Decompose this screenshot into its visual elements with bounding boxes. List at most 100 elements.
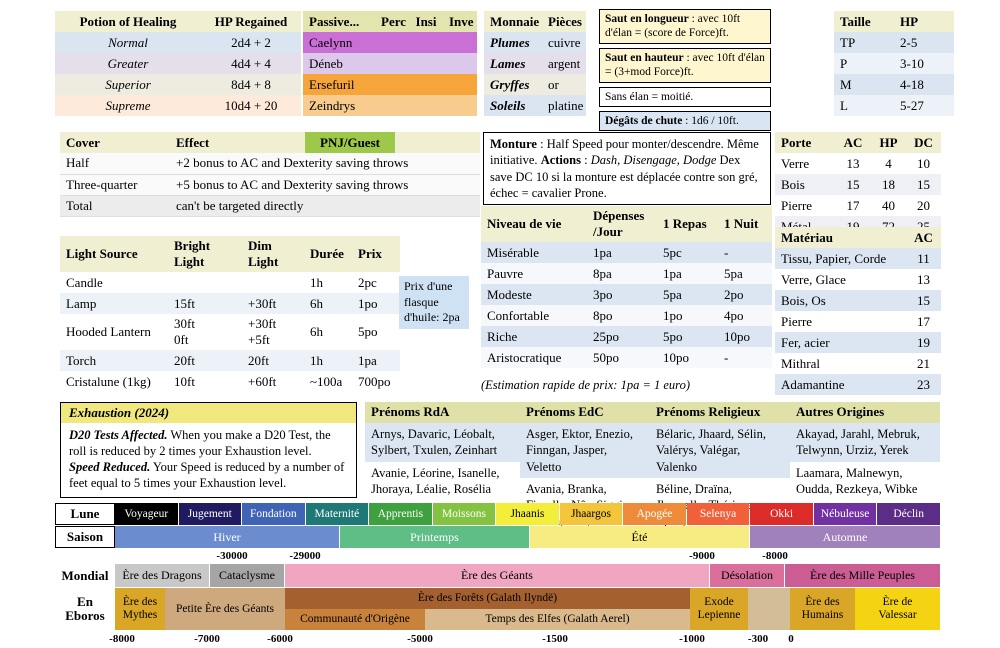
table-row: Déneb: [303, 53, 477, 74]
table-row: Greater 4d4 + 4: [55, 53, 301, 74]
eboros-era-cell: Temps des Elfes (Galath Aerel): [425, 609, 690, 630]
row-label: Pierre: [781, 313, 813, 329]
table-row: Tissu, Papier, Corde 11: [775, 248, 941, 269]
column-header: AC: [835, 132, 871, 153]
names-row: Asger, Ektor, Enezio, Finngan, Jasper, V…: [520, 423, 650, 478]
row-label: Pauvre: [487, 265, 524, 281]
mount-title: Monture: [490, 137, 537, 151]
cell: 10po: [663, 349, 689, 365]
empty-stat-cell: [443, 95, 477, 116]
cell: +30ft: [248, 295, 277, 311]
season-cell: Automne: [750, 526, 940, 548]
cell: 13: [917, 271, 930, 287]
empty-stat-cell: [375, 74, 409, 95]
cell: 5po: [663, 328, 683, 344]
column-header: Inve: [443, 11, 477, 32]
currency-table: Monnaie Pièces Plumes cuivre Lames argen…: [484, 11, 586, 116]
column-header: Dim Light: [242, 236, 304, 272]
moon-cell: Déclin: [877, 503, 940, 525]
row-label: Verre, Glace: [781, 271, 846, 287]
table-header-row: Matériau AC: [775, 227, 941, 248]
table-row: Ersefuril: [303, 74, 477, 95]
moon-cell: Moissons: [432, 503, 496, 525]
table-row: Modeste 3po 5pa 2po: [481, 284, 772, 305]
cell: cuivre: [548, 34, 581, 50]
season-row-label: Saison: [55, 526, 115, 548]
moon-row-label: Lune: [55, 503, 115, 525]
row-label: Aristocratique: [487, 349, 562, 365]
table-header-row: Cover Effect PNJ/Guest: [60, 132, 480, 153]
eboros-era-gap-cell: [748, 588, 790, 630]
timeline-scale-top: -30000 -29000 -9000 -8000: [55, 550, 940, 563]
cell: 4po: [724, 307, 744, 323]
exhaustion-title: Exhaustion (2024): [61, 403, 356, 423]
lifestyle-table: Niveau de vie Dépenses /Jour 1 Repas 1 N…: [481, 206, 772, 368]
door-table: Porte AC HP DC Verre 13 4 10 Bois 15 18 …: [775, 132, 941, 237]
price-estimate-footnote: (Estimation rapide de prix: 1pa = 1 euro…: [481, 378, 772, 393]
moon-cell: Selenya: [686, 503, 750, 525]
eboros-era-cell: Ère des Mythes: [115, 588, 165, 630]
table-row: Plumes cuivre: [484, 32, 586, 53]
eboros-era-cells: Ère des Mythes Petite Ère des Géants Ère…: [115, 588, 940, 630]
cell: 3-10: [900, 55, 924, 71]
row-label: Mithral: [781, 355, 820, 371]
moon-cell: Jhaanis: [496, 503, 559, 525]
table-row: Pauvre 8pa 1pa 5pa: [481, 263, 772, 284]
cell: 1pa: [593, 244, 612, 260]
table-header-row: Taille HP: [834, 11, 954, 32]
long-jump-title: Saut en longueur: [605, 13, 689, 25]
exhaustion-rule-d20: D20 Tests Affected. When you make a D20 …: [69, 427, 348, 459]
table-row: Zeindrys: [303, 95, 477, 116]
high-jump-note: Saut en hauteur : avec 10ft d'élan = (3+…: [599, 47, 771, 83]
cell: 8d4 + 8: [231, 76, 271, 92]
exhaustion-rule-speed-title: Speed Reduced.: [69, 460, 151, 474]
row-label: Verre: [781, 155, 810, 171]
world-era-cell: Ère des Dragons: [115, 564, 210, 587]
row-label: M: [840, 76, 852, 92]
names-table-autres: Autres Origines Akayad, Jarahl, Mebruk, …: [790, 402, 940, 500]
cell: 10po: [724, 328, 750, 344]
cell: 5-27: [900, 97, 924, 113]
cell: 4: [885, 155, 892, 171]
column-header: 1 Repas: [657, 206, 718, 242]
row-label: Bois: [781, 176, 805, 192]
table-header-row: Porte AC HP DC: [775, 132, 941, 153]
row-label: Caelynn: [309, 34, 353, 50]
empty-stat-cell: [409, 74, 443, 95]
scale-tick: 0: [788, 633, 794, 645]
names-table-header: Prénoms EdC: [520, 402, 650, 423]
column-header: Passive...: [303, 11, 375, 32]
cell: 2-5: [900, 34, 918, 50]
table-row: Cristalune (1kg) 10ft +60ft ~100a 700po: [60, 371, 400, 392]
scale-tick: -8000: [762, 550, 788, 562]
scale-tick: -1500: [542, 633, 568, 645]
cell: [242, 272, 304, 293]
table-row: Candle 1h 2pc: [60, 272, 400, 293]
column-header: HP: [894, 11, 954, 32]
names-table-header: Prénoms Religieux: [650, 402, 790, 423]
table-row: Verre, Glace 13: [775, 269, 941, 290]
row-label: Greater: [107, 55, 149, 71]
cell: 5pa: [724, 265, 743, 281]
exhaustion-rule-speed: Speed Reduced. Your Speed is reduced by …: [69, 459, 348, 491]
cell: 1pa: [663, 265, 682, 281]
cell: [168, 272, 242, 293]
cell: 15: [846, 176, 860, 192]
column-header: Monnaie: [484, 11, 542, 32]
column-header: Bright Light: [168, 236, 242, 272]
mount-text-3: Dex save DC 10 si la monture est déplacé…: [490, 153, 758, 200]
cell: 1po: [663, 307, 683, 323]
column-header: Porte: [775, 132, 835, 153]
table-row: Lames argent: [484, 53, 586, 74]
no-runup-note: Sans élan = moitié.: [599, 86, 771, 107]
table-row: Normal 2d4 + 2: [55, 32, 301, 53]
row-label: Tissu, Papier, Corde: [781, 250, 887, 266]
scale-tick: -8000: [109, 633, 135, 645]
names-table-header: Autres Origines: [790, 402, 940, 423]
cell: 1h: [310, 352, 323, 368]
row-label: P: [840, 55, 848, 71]
row-label: Candle: [66, 274, 103, 290]
table-row: Aristocratique 50po 10po -: [481, 347, 772, 368]
row-label: TP: [840, 34, 856, 50]
